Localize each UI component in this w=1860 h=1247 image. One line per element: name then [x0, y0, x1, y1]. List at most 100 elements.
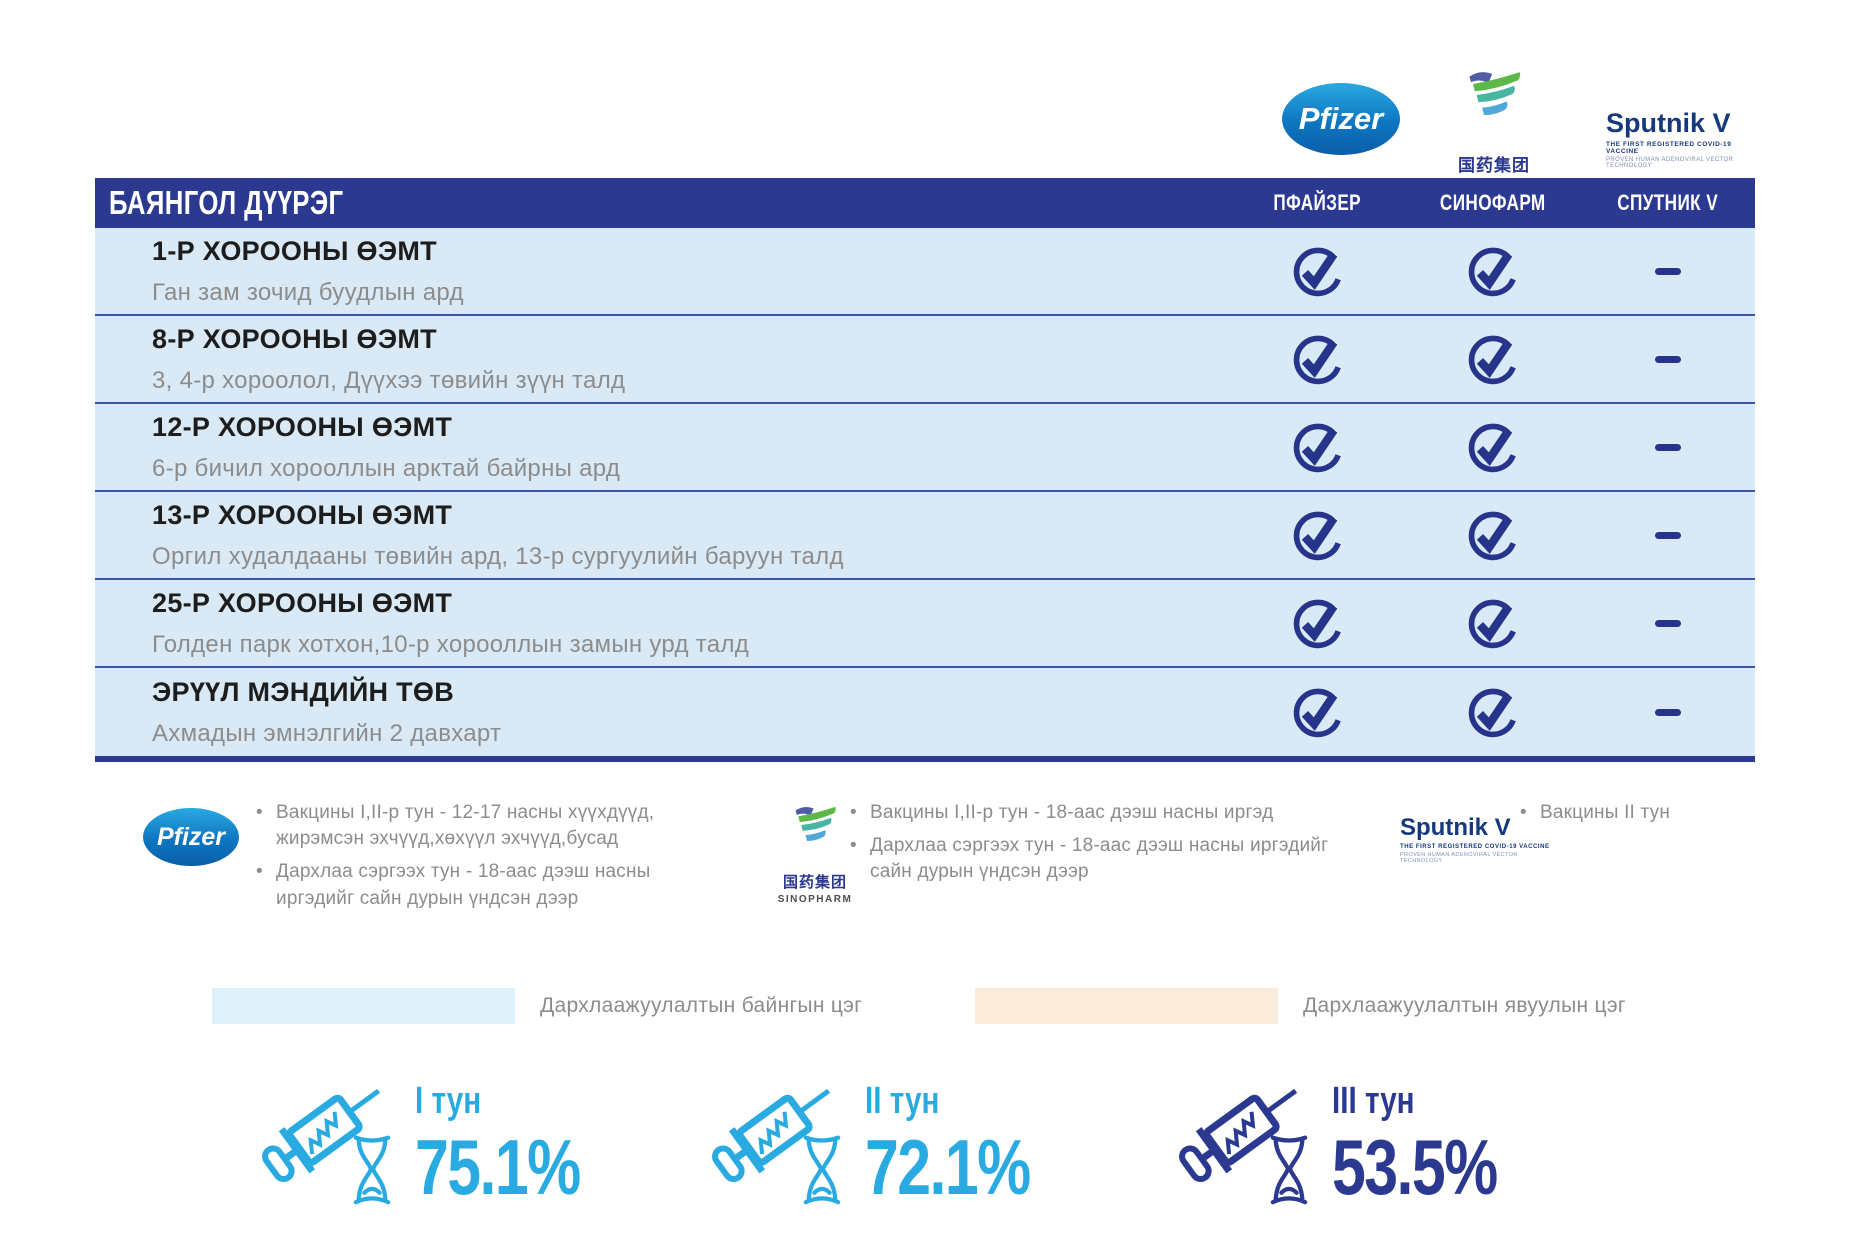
note-item: Дархлаа сэргээх тун - 18-аас дээш насны … [846, 833, 1356, 885]
dash-icon [1654, 619, 1681, 627]
clinic-cell: 12-Р ХОРООНЫ ӨЭМТ 6-р бичил хорооллын ар… [95, 412, 1230, 483]
sinopharm-cn-label: 国药集团 [782, 874, 847, 891]
pfizer-logo-text: Pfizer [1298, 101, 1384, 136]
check-icon [1293, 247, 1342, 297]
point-type-swatch [975, 988, 1278, 1024]
dash-icon [1654, 708, 1681, 716]
clinic-location: Ахмадын эмнэлгийн 2 давхарт [152, 719, 502, 747]
column-header: СИНОФАРМ [1439, 190, 1546, 215]
table-header: БАЯНГОЛ ДҮҮРЭГ ПФАЙЗЕР СИНОФАРМ СПУТНИК V [95, 178, 1755, 228]
note-item: Дархлаа сэргээх тун - 18-аас дээш насны … [252, 859, 712, 911]
vaccine-unavailable-cell [1580, 267, 1755, 275]
pfizer-logo-text: Pfizer [156, 822, 226, 851]
sinopharm-waves-icon [1469, 72, 1521, 116]
syringe-icon [712, 1088, 831, 1183]
sputnik-tagline-1: THE FIRST REGISTERED COVID-19 VACCINE [1400, 844, 1550, 850]
clinic-location: Оргил худалдааны төвийн ард, 13-р сургуу… [152, 542, 844, 570]
sputnik-tagline-2: PROVEN HUMAN ADENOVIRAL VECTOR TECHNOLOG… [1400, 852, 1518, 864]
sinopharm-cn-label: 国药集团 [1458, 156, 1530, 175]
check-icon [1468, 511, 1517, 561]
sinopharm-logo: 国药集团 SINOPHARM [1448, 68, 1540, 190]
vaccine-unavailable-cell [1580, 443, 1755, 451]
clinic-location: 3, 4-р хороолол, Дүүхээ төвийн зүүн талд [152, 366, 626, 394]
clinic-name: ЭРҮҮЛ МЭНДИЙН ТӨВ [152, 676, 455, 707]
syringe-icon [1179, 1088, 1298, 1183]
clinic-name: 8-Р ХОРООНЫ ӨЭМТ [152, 323, 437, 354]
note-item: Вакцины I,II-р тун - 12-17 насны хүүхдүү… [252, 800, 712, 852]
clinic-location: Ган зам зочид буудлын ард [152, 278, 464, 306]
check-icon [1293, 688, 1342, 738]
sinopharm-logo-small: 国药集团 SINOPHARM [770, 804, 860, 905]
dose-stat: II тун 72.1% [705, 1050, 1085, 1220]
check-icon [1293, 599, 1342, 649]
note-item: Вакцины I,II-р тун - 18-аас дээш насны и… [846, 800, 1356, 826]
sinopharm-en-label: SINOPHARM [777, 894, 853, 905]
clinic-location: 6-р бичил хорооллын арктай байрны ард [152, 454, 621, 482]
check-icon [1468, 599, 1517, 649]
dash-icon [1654, 267, 1681, 275]
vaccine-available-cell [1405, 595, 1580, 651]
dose-label: III тун [1332, 1080, 1415, 1122]
check-icon [1468, 247, 1517, 297]
pfizer-notes: Вакцины I,II-р тун - 12-17 насны хүүхдүү… [252, 800, 712, 919]
vaccine-unavailable-cell [1580, 355, 1755, 363]
check-icon [1293, 335, 1342, 385]
clinic-cell: 1-Р ХОРООНЫ ӨЭМТ Ган зам зочид буудлын а… [95, 236, 1230, 307]
dash-icon [1654, 443, 1681, 451]
table-bottom-rule [95, 756, 1755, 762]
point-type-item: Дархлаажуулалтын явуулын цэг [975, 988, 1626, 1024]
point-type-swatch [212, 988, 515, 1024]
column-header: ПФАЙЗЕР [1273, 190, 1362, 215]
hourglass-icon [353, 1135, 391, 1205]
clinic-cell: ЭРҮҮЛ МЭНДИЙН ТӨВ Ахмадын эмнэлгийн 2 да… [95, 677, 1230, 748]
dose-value: 53.5% [1332, 1123, 1498, 1211]
sputnik-logo-text: Sputnik V [1400, 814, 1511, 841]
pfizer-logo: Pfizer [1282, 83, 1400, 155]
check-icon [1468, 423, 1517, 473]
pfizer-logo-small: Pfizer [143, 808, 239, 866]
table-row: 25-Р ХОРООНЫ ӨЭМТ Голден парк хотхон,10-… [95, 580, 1755, 668]
clinic-cell: 8-Р ХОРООНЫ ӨЭМТ 3, 4-р хороолол, Дүүхээ… [95, 324, 1230, 395]
point-type-item: Дархлаажуулалтын байнгын цэг [212, 988, 862, 1024]
vaccine-unavailable-cell [1580, 531, 1755, 539]
vaccine-available-cell [1405, 684, 1580, 740]
sinopharm-notes: Вакцины I,II-р тун - 18-аас дээш насны и… [846, 800, 1356, 893]
dash-icon [1654, 355, 1681, 363]
table-row: 12-Р ХОРООНЫ ӨЭМТ 6-р бичил хорооллын ар… [95, 404, 1755, 492]
table-row: 13-Р ХОРООНЫ ӨЭМТ Оргил худалдааны төвий… [95, 492, 1755, 580]
table-row: 1-Р ХОРООНЫ ӨЭМТ Ган зам зочид буудлын а… [95, 228, 1755, 316]
district-table: БАЯНГОЛ ДҮҮРЭГ ПФАЙЗЕР СИНОФАРМ СПУТНИК V … [95, 178, 1755, 762]
vaccine-available-cell [1230, 595, 1405, 651]
vaccine-available-cell [1230, 507, 1405, 563]
clinic-location: Голден парк хотхон,10-р хорооллын замын … [152, 630, 750, 658]
dash-icon [1654, 531, 1681, 539]
sputnik-logo-small: Sputnik V THE FIRST REGISTERED COVID-19 … [1400, 814, 1550, 865]
vaccine-available-cell [1405, 243, 1580, 299]
vaccine-available-cell [1230, 243, 1405, 299]
column-header: СПУТНИК V [1617, 190, 1718, 215]
sputnik-tagline-2: PROVEN HUMAN ADENOVIRAL VECTOR TECHNOLOG… [1606, 157, 1734, 169]
clinic-name: 25-Р ХОРООНЫ ӨЭМТ [152, 587, 453, 618]
dose-label: I тун [415, 1080, 482, 1122]
vaccine-available-cell [1405, 419, 1580, 475]
check-icon [1293, 511, 1342, 561]
district-table-body: 1-Р ХОРООНЫ ӨЭМТ Ган зам зочид буудлын а… [95, 228, 1755, 756]
syringe-icon [262, 1088, 381, 1183]
check-icon [1468, 335, 1517, 385]
district-title: БАЯНГОЛ ДҮҮРЭГ [109, 184, 344, 221]
dose-value: 72.1% [865, 1123, 1031, 1211]
sputnik-notes: Вакцины II тун [1516, 800, 1776, 833]
hourglass-icon [803, 1135, 841, 1205]
point-type-label: Дархлаажуулалтын байнгын цэг [540, 994, 863, 1017]
check-icon [1293, 423, 1342, 473]
vaccine-available-cell [1405, 331, 1580, 387]
clinic-name: 12-Р ХОРООНЫ ӨЭМТ [152, 411, 453, 442]
sputnik-logo-text: Sputnik V [1606, 108, 1731, 138]
note-item: Вакцины II тун [1516, 800, 1776, 826]
dose-value: 75.1% [415, 1123, 581, 1211]
vaccine-unavailable-cell [1580, 708, 1755, 716]
dose-stat: III тун 53.5% [1172, 1050, 1552, 1220]
vaccine-available-cell [1405, 507, 1580, 563]
check-icon [1468, 688, 1517, 738]
sputnik-logo: Sputnik V THE FIRST REGISTERED COVID-19 … [1606, 108, 1766, 170]
